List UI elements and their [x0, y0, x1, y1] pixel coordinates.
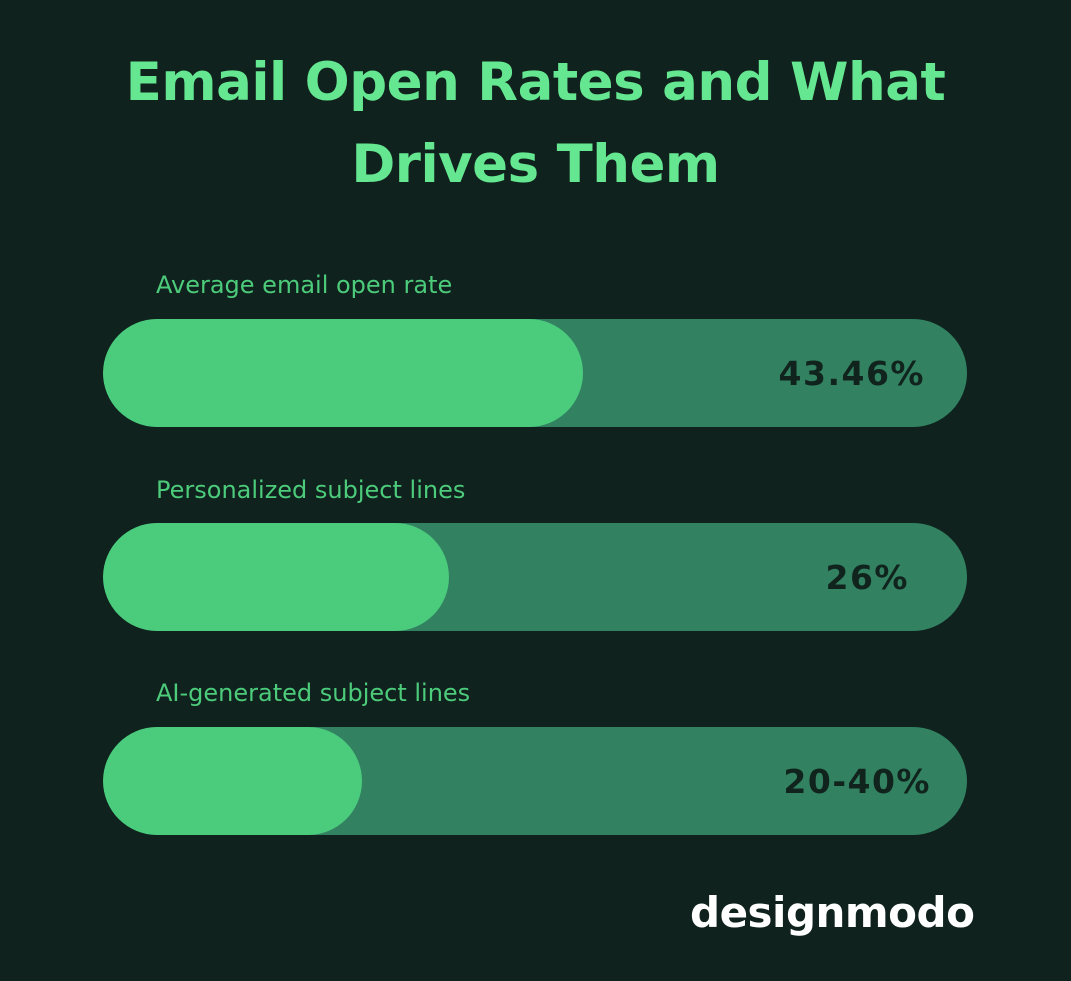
bar-track-personalized-subject-lines: 26%	[103, 523, 967, 631]
chart-title: Email Open Rates and What Drives Them	[0, 42, 1071, 206]
bar-fill-personalized-subject-lines	[103, 523, 449, 631]
row-label-personalized-subject-lines: Personalized subject lines	[156, 476, 466, 504]
row-label-average-open-rate: Average email open rate	[156, 271, 453, 299]
title-line-2: Drives Them	[351, 134, 720, 195]
bar-value-personalized-subject-lines: 26%	[825, 557, 909, 597]
bar-value-average-open-rate: 43.46%	[778, 353, 925, 393]
row-label-ai-generated-subject-lines: AI-generated subject lines	[156, 679, 471, 707]
bar-fill-ai-generated-subject-lines	[103, 727, 362, 835]
bar-track-ai-generated-subject-lines: 20-40%	[103, 727, 967, 835]
bar-value-ai-generated-subject-lines: 20-40%	[783, 761, 931, 801]
bar-track-average-open-rate: 43.46%	[103, 319, 967, 427]
bar-fill-average-open-rate	[103, 319, 583, 427]
brand-logo: designmodo	[690, 888, 975, 937]
title-line-1: Email Open Rates and What	[125, 52, 946, 113]
